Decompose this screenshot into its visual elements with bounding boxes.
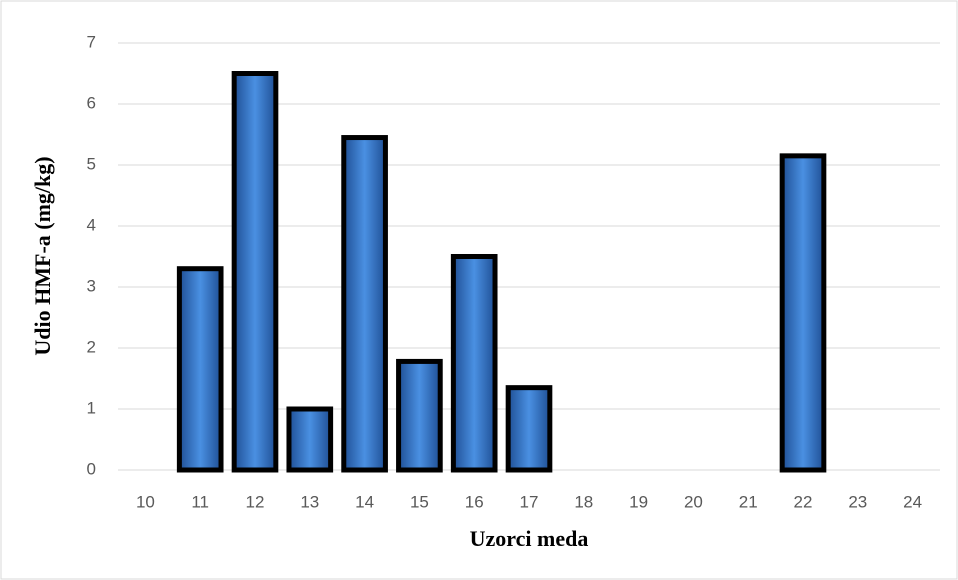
y-tick-label: 4 [87, 215, 96, 234]
y-tick-label: 0 [87, 459, 96, 478]
x-tick-label: 11 [191, 492, 209, 511]
x-axis-title: Uzorci meda [470, 526, 589, 551]
bar [286, 406, 334, 473]
x-tick-label: 10 [136, 492, 155, 511]
y-tick-label: 6 [87, 93, 96, 112]
x-tick-label: 14 [355, 492, 374, 511]
x-tick-label: 19 [629, 492, 648, 511]
y-tick-label: 2 [87, 337, 96, 356]
bar [231, 71, 279, 473]
y-axis-title: Udio HMF-a (mg/kg) [30, 156, 55, 355]
bar [176, 266, 224, 473]
y-tick-label: 7 [87, 32, 96, 51]
y-tick-label: 5 [87, 154, 96, 173]
bar [779, 153, 827, 473]
bar [341, 135, 388, 473]
x-tick-label: 12 [246, 492, 265, 511]
x-tick-label: 23 [848, 492, 867, 511]
x-tick-label: 18 [574, 492, 593, 511]
x-tick-label: 20 [684, 492, 703, 511]
x-tick-label: 15 [410, 492, 429, 511]
bar [505, 385, 553, 473]
x-tick-label: 16 [465, 492, 484, 511]
y-tick-label: 1 [87, 398, 96, 417]
x-tick-label: 17 [520, 492, 539, 511]
x-tick-label: 13 [300, 492, 319, 511]
bar [396, 358, 443, 473]
x-tick-label: 24 [903, 492, 922, 511]
x-tick-label: 21 [739, 492, 758, 511]
bar [450, 254, 498, 473]
y-tick-label: 3 [87, 276, 96, 295]
x-tick-label: 22 [794, 492, 813, 511]
